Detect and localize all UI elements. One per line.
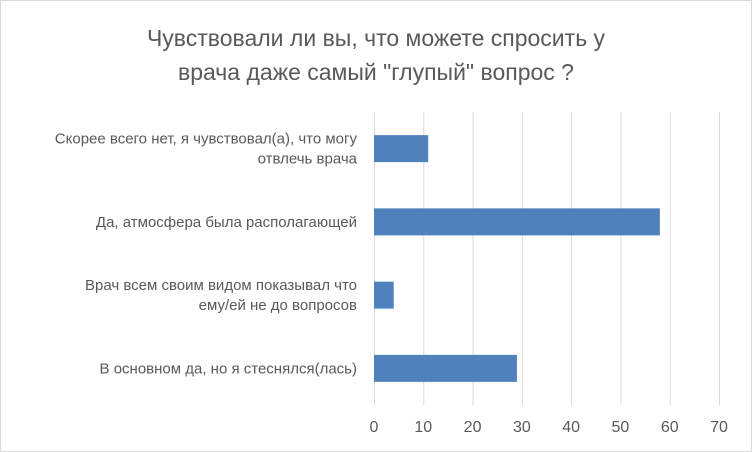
- category-label-1-line-0: Да, атмосфера была располагающей: [96, 214, 357, 231]
- category-label-0-line-0: Скорее всего нет, я чувствовал(а), что м…: [55, 131, 358, 148]
- x-tick-label-3: 30: [513, 419, 531, 436]
- chart-title-line-1: Чувствовали ли вы, что можете спросить у: [146, 25, 606, 51]
- bar-0: [374, 135, 429, 163]
- x-tick-label-2: 20: [464, 419, 482, 436]
- category-label-2-line-0: Врач всем своим видом показывал что: [85, 277, 357, 294]
- bar-2: [374, 281, 394, 309]
- chart-title: Чувствовали ли вы, что можете спросить у…: [61, 21, 691, 89]
- category-label-3: В основном да, но я стеснялся(лась): [100, 360, 357, 377]
- category-label-0-line-1: отвлечь врача: [258, 151, 358, 168]
- x-tick-label-5: 50: [612, 419, 630, 436]
- x-tick-label-6: 60: [661, 419, 679, 436]
- bar-1: [374, 208, 660, 236]
- category-label-2-line-1: ему/ей не до вопросов: [199, 297, 357, 314]
- category-label-0: Скорее всего нет, я чувствовал(а), что м…: [55, 131, 358, 168]
- chart-title-line-2: врача даже самый "глупый" вопрос ?: [178, 59, 574, 85]
- bar-3: [374, 354, 517, 382]
- category-label-3-line-0: В основном да, но я стеснялся(лась): [100, 360, 357, 377]
- category-label-1: Да, атмосфера была располагающей: [96, 214, 357, 231]
- x-tick-label-0: 0: [370, 419, 379, 436]
- x-tick-label-1: 10: [414, 419, 432, 436]
- x-tick-label-4: 40: [562, 419, 580, 436]
- x-tick-label-7: 70: [710, 419, 728, 436]
- category-label-2: Врач всем своим видом показывал что ему/е…: [85, 277, 357, 314]
